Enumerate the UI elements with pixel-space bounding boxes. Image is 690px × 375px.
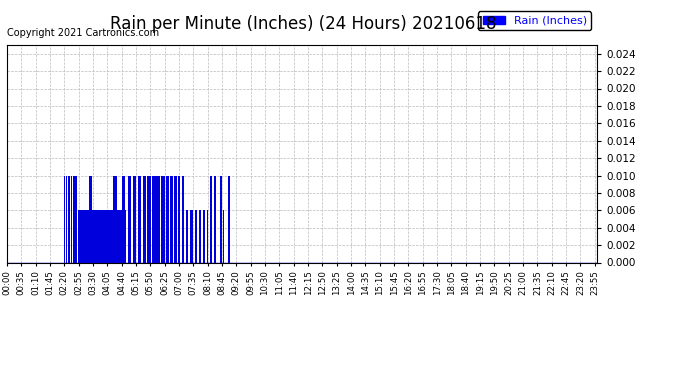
Text: Copyright 2021 Cartronics.com: Copyright 2021 Cartronics.com bbox=[7, 28, 159, 38]
Legend: Rain (Inches): Rain (Inches) bbox=[478, 11, 591, 30]
Text: Rain per Minute (Inches) (24 Hours) 20210618: Rain per Minute (Inches) (24 Hours) 2021… bbox=[110, 15, 497, 33]
